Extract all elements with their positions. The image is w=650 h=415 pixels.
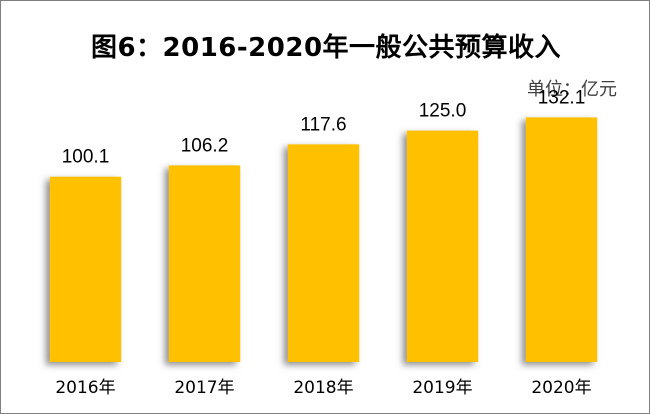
bar-2018年 — [287, 144, 360, 362]
value-label: 106.2 — [181, 135, 229, 156]
x-tick-label: 2016年 — [55, 378, 115, 398]
bar-2020年 — [525, 117, 598, 363]
bar-2016年 — [49, 176, 122, 362]
bar-2019年 — [406, 130, 479, 362]
chart-title: 图6：2016-2020年一般公共预算收入 — [90, 33, 562, 63]
unit-label: 单位：亿元 — [527, 79, 617, 100]
x-tick-label: 2018年 — [293, 378, 353, 398]
x-tick-label: 2019年 — [412, 378, 472, 398]
value-label: 117.6 — [300, 114, 346, 135]
x-tick-label: 2017年 — [174, 378, 234, 398]
x-tick-label: 2020年 — [531, 378, 591, 398]
value-label: 100.1 — [62, 147, 110, 168]
bar-2017年 — [168, 165, 241, 362]
value-label: 132.1 — [538, 87, 586, 108]
value-label: 125.0 — [419, 101, 467, 122]
